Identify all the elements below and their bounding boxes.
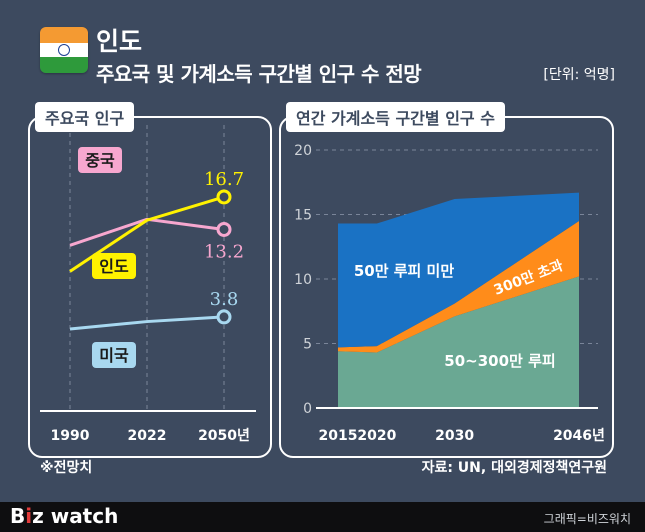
area-band	[338, 220, 579, 353]
series-end-point	[216, 221, 232, 237]
x-tick-label: 2050년	[198, 428, 250, 444]
area-band	[338, 276, 579, 408]
series-end-label: 13.2	[204, 241, 244, 262]
series-tag-box	[92, 342, 136, 368]
series-name-label: 중국	[85, 151, 115, 170]
series-end-label: 16.7	[204, 169, 244, 190]
y-tick-label: 15	[294, 208, 312, 224]
area-band	[338, 192, 579, 348]
series-end-point	[216, 189, 232, 205]
page-subtitle: 주요국 및 가계소득 구간별 인구 수 전망	[96, 62, 422, 86]
series-end-point	[216, 309, 232, 325]
x-tick-label: 2046년	[553, 428, 605, 444]
page-title: 인도	[96, 27, 143, 56]
y-tick-label: 0	[303, 401, 312, 417]
x-tick-label: 2030	[435, 428, 474, 444]
footer-bar: Biz watch 그래픽=비즈워치	[0, 502, 645, 532]
x-tick-label: 2015	[319, 428, 358, 444]
india-flag-icon	[40, 27, 88, 73]
x-tick-label: 2020	[357, 428, 396, 444]
y-tick-label: 20	[294, 143, 312, 159]
forecast-note: ※전망치	[40, 460, 93, 476]
y-tick-label: 5	[303, 337, 312, 353]
series-label-under-50: 50만 루피 미만	[354, 262, 455, 280]
x-tick-label: 2022	[128, 428, 167, 444]
series-tag-box	[78, 147, 122, 173]
unit-label: [단위: 억명]	[543, 67, 615, 83]
series-end-label: 3.8	[210, 289, 239, 310]
series-name-label: 미국	[99, 346, 129, 365]
income-chart-title: 연간 가계소득 구간별 인구 수	[286, 102, 505, 132]
series-line	[69, 315, 225, 331]
graphic-credit: 그래픽=비즈워치	[543, 512, 631, 526]
population-panel	[28, 116, 272, 458]
population-chart-title: 주요국 인구	[35, 102, 135, 132]
series-name-label: 인도	[99, 257, 129, 276]
bizwatch-logo: Biz watch	[10, 504, 119, 528]
series-tag-box	[92, 253, 136, 279]
y-tick-label: 10	[294, 272, 312, 288]
x-tick-label: 1990	[51, 428, 90, 444]
series-label-between: 50~300만 루피	[444, 352, 555, 370]
source-text: 자료: UN, 대외경제정책연구원	[421, 460, 607, 476]
